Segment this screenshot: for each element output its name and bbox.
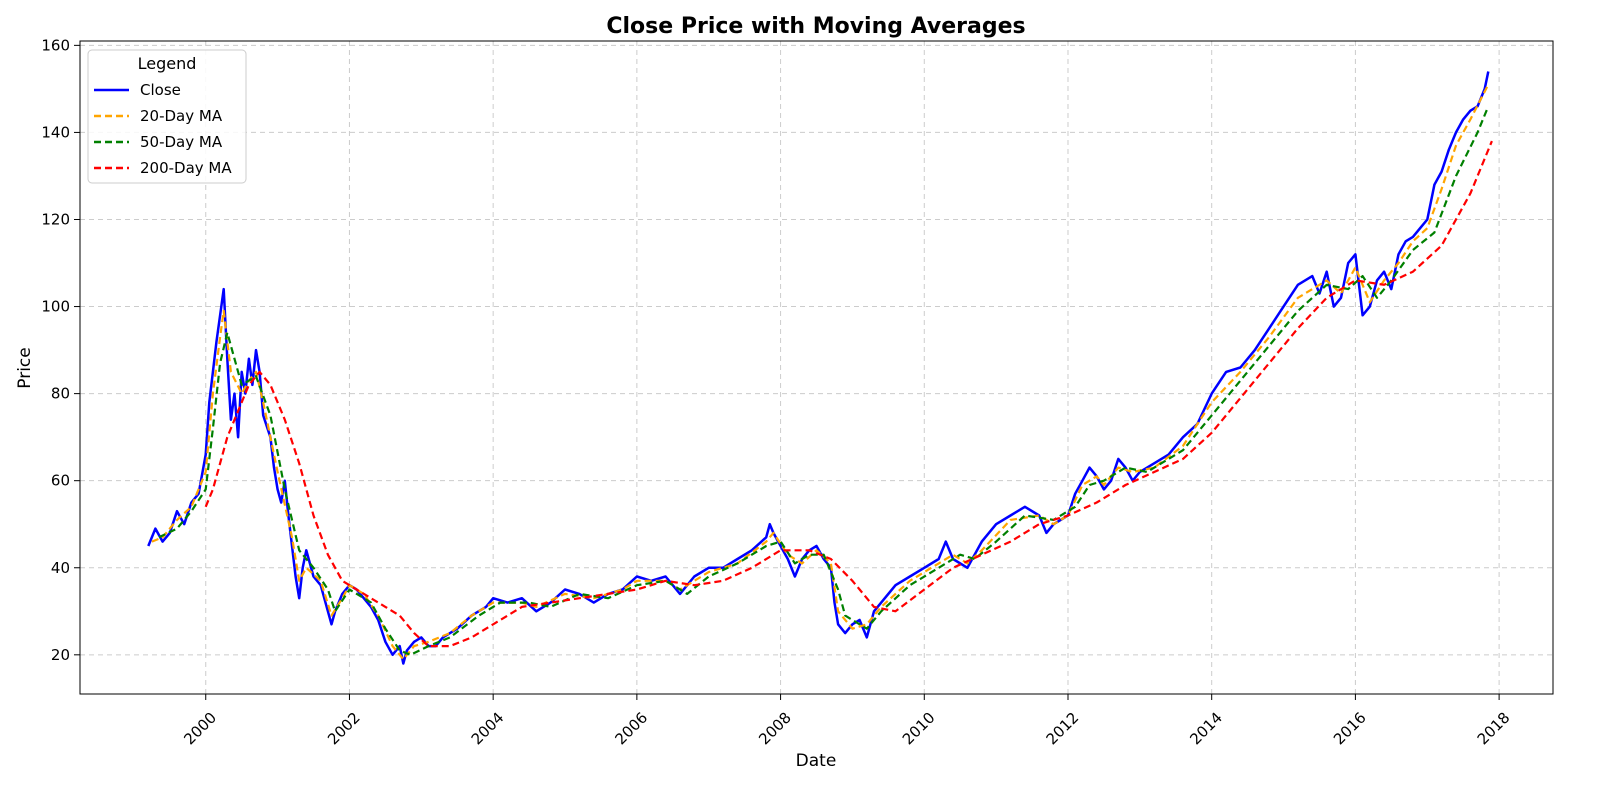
y-tick-label: 40 xyxy=(51,559,70,577)
legend-label: Close xyxy=(140,81,181,99)
y-axis: 20 40 60 80 100 120 140 160 xyxy=(41,36,80,664)
y-axis-label: Price xyxy=(15,347,35,388)
legend-label: 200-Day MA xyxy=(140,159,232,177)
y-tick-label: 100 xyxy=(41,298,70,316)
y-tick-label: 160 xyxy=(41,36,70,54)
series-line-close xyxy=(147,71,1490,665)
legend-label: 50-Day MA xyxy=(140,133,223,151)
y-tick-label: 140 xyxy=(41,123,70,141)
legend-entries: Close 20-Day MA 50-Day MA 200-Day MA xyxy=(94,81,232,177)
chart-title: Close Price with Moving Averages xyxy=(606,14,1025,39)
y-tick-label: 20 xyxy=(51,646,70,664)
y-tick-label: 80 xyxy=(51,385,70,403)
legend-label: 20-Day MA xyxy=(140,107,223,125)
x-axis-label: Date xyxy=(796,751,837,771)
plot-area-frame xyxy=(79,40,1554,695)
series-group xyxy=(147,71,1493,665)
series-line-50-day-ma xyxy=(158,105,1490,656)
y-tick-label: 60 xyxy=(51,472,70,490)
legend: Legend Close 20-Day MA 50-Day MA 200-Day MA xyxy=(87,49,247,184)
series-line-200-day-ma xyxy=(204,140,1493,648)
legend-box xyxy=(87,49,247,184)
y-tick-label: 120 xyxy=(41,210,70,228)
grid xyxy=(80,41,1553,694)
legend-title: Legend xyxy=(138,54,197,73)
series-line-20-day-ma xyxy=(151,83,1490,661)
